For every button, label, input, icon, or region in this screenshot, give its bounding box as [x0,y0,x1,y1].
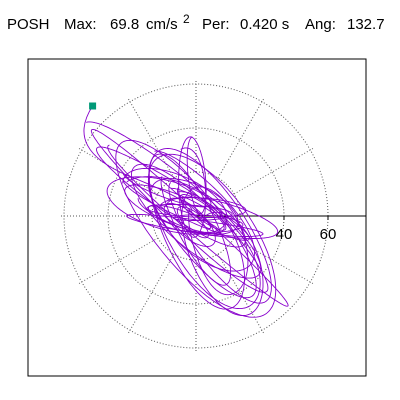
grid-spoke-150 [77,147,159,195]
grid-spoke-300 [217,253,265,335]
max-unit: cm/s [146,16,178,33]
grid-spoke-210 [77,237,159,285]
grid-spoke-240 [127,253,175,335]
orbit-trace [83,105,289,318]
max-unit-superscript: 2 [183,12,190,26]
plot-frame [27,58,367,377]
max-value: 69.8 [110,16,139,33]
orbit-loop-3 [96,146,250,248]
orbit-markers [89,102,97,110]
start-marker [89,102,97,110]
axis-tick-label-60: 60 [320,226,337,243]
grid-spoke-60 [217,97,265,179]
angle-label: Ang: [305,16,336,33]
orbit-loop-2 [115,139,277,318]
period-value: 0.420 s [240,16,289,33]
orbit-loop-8 [163,187,227,247]
orbit-loop-1 [86,121,289,307]
orbit-loop-5 [148,148,272,310]
orbit-loop-12 [126,196,279,239]
grid-spoke-330 [233,237,315,285]
grid-spoke-120 [127,97,175,179]
orbit-loop-4 [148,153,245,310]
period-label: Per: [202,16,230,33]
axis-tick-label-40: 40 [276,226,293,243]
max-label: Max: [64,16,97,33]
polar-axis: 40 60 [196,215,366,243]
orbit-loop-10 [181,186,264,317]
component-label: POSH [7,16,50,33]
chart-header: POSH Max: 69.8 cm/s 2 Per: 0.420 s Ang: … [7,12,385,33]
orbit-loop-11 [178,136,207,238]
orbit-tail [83,105,193,212]
angle-value: 132.7 [347,16,385,33]
orbit-loop-9 [106,167,228,235]
grid-spoke-30 [233,147,315,195]
